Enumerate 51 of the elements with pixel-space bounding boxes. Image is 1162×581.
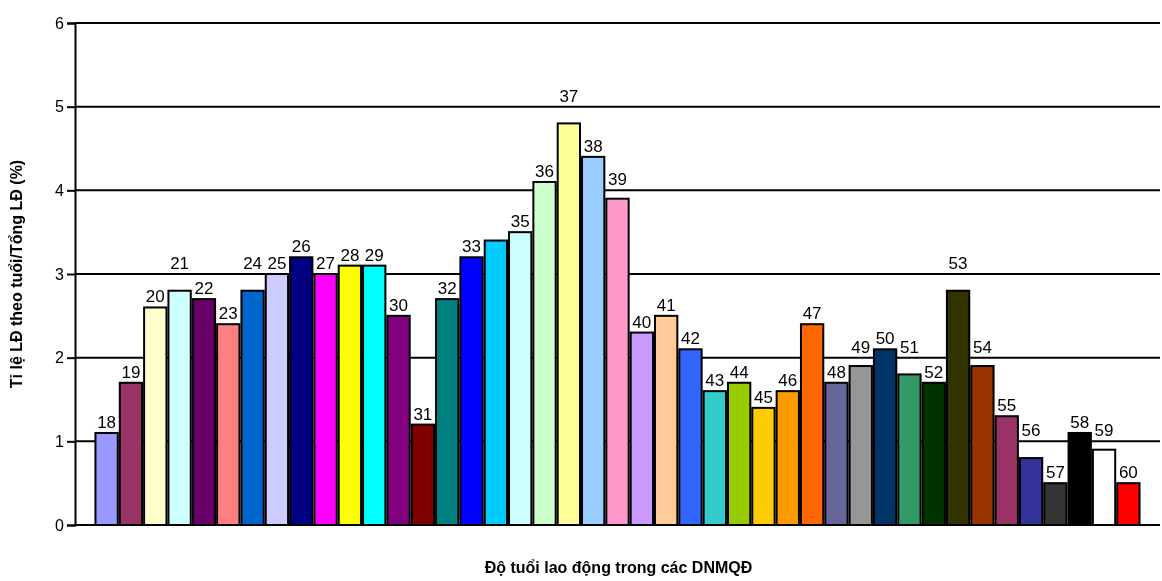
- x-tick-label: 49: [851, 337, 871, 357]
- x-axis-title: Độ tuổi lao động trong các DNMQĐ: [484, 559, 753, 576]
- x-tick-label: 19: [121, 362, 141, 382]
- y-tick-label: 0: [55, 516, 65, 534]
- y-tick-label: 2: [55, 349, 65, 367]
- y-tick-label: 4: [55, 181, 65, 199]
- x-tick-label: 42: [681, 329, 700, 349]
- x-tick-label: 18: [97, 412, 117, 432]
- x-tick-label: 21: [170, 254, 190, 273]
- x-tick-label: 40: [632, 312, 652, 332]
- x-tick-label: 53: [948, 254, 968, 273]
- x-tick-label: 26: [291, 237, 311, 257]
- x-tick-label: 51: [899, 337, 919, 357]
- y-axis-title: Tỉ lệ LĐ theo tuổi/Tổng LĐ (%): [8, 159, 25, 389]
- x-tick-label: 45: [754, 387, 773, 407]
- x-tick-label: 55: [997, 396, 1017, 416]
- x-tick-label: 28: [340, 245, 360, 265]
- x-tick-label: 33: [462, 237, 481, 257]
- x-tick-label: 39: [608, 170, 627, 190]
- x-tick-label: 31: [413, 404, 433, 424]
- x-tick-label: 22: [194, 279, 214, 299]
- x-tick-label: 44: [729, 362, 749, 382]
- x-tick-label: 38: [583, 136, 603, 156]
- x-tick-label: 20: [145, 287, 165, 307]
- x-tick-label: 47: [802, 304, 822, 324]
- x-tick-label: 32: [437, 279, 457, 299]
- x-tick-label: 24: [243, 254, 263, 273]
- x-tick-label: 41: [656, 295, 676, 315]
- y-tick-label: 3: [55, 265, 65, 283]
- y-tick-label: 6: [55, 14, 65, 32]
- x-tick-label: 29: [364, 245, 384, 265]
- x-tick-label: 23: [218, 304, 238, 324]
- x-tick-label: 52: [924, 362, 944, 382]
- x-tick-label: 48: [826, 362, 846, 382]
- x-tick-label: 27: [316, 254, 336, 273]
- x-tick-label: 58: [1070, 412, 1090, 432]
- x-tick-label: 50: [875, 329, 895, 349]
- x-tick-label: 43: [705, 371, 725, 391]
- x-tick-label: 35: [510, 212, 530, 232]
- x-tick-label: 60: [1118, 463, 1138, 483]
- x-tick-label: 54: [972, 337, 992, 357]
- x-tick-label: 30: [389, 295, 409, 315]
- y-tick-label: 1: [55, 432, 65, 450]
- x-tick-label: 36: [535, 161, 554, 181]
- x-tick-label: 46: [778, 371, 798, 391]
- x-tick-label: 56: [1021, 421, 1041, 441]
- x-tick-label: 37: [559, 86, 579, 106]
- x-tick-label: 57: [1045, 463, 1065, 483]
- x-tick-label: 25: [267, 254, 287, 273]
- y-tick-label: 5: [55, 98, 65, 116]
- x-tick-label: 59: [1094, 421, 1114, 441]
